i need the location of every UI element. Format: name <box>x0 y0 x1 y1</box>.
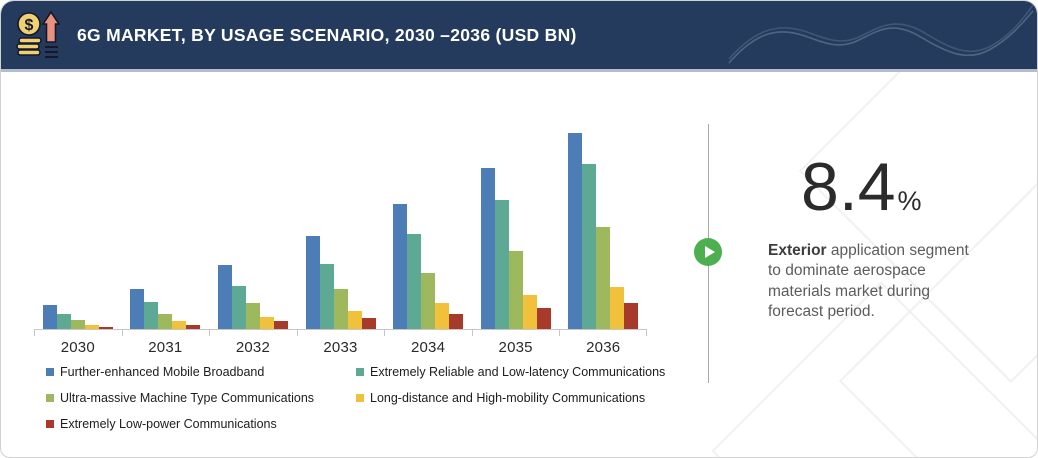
bar <box>42 305 57 329</box>
legend-label: Further-enhanced Mobile Broadband <box>60 365 265 379</box>
bar-group-2030 <box>42 305 113 329</box>
legend-label: Ultra-massive Machine Type Communication… <box>60 391 315 405</box>
legend-item: Extremely Low-power Communications <box>46 417 356 431</box>
x-axis-label: 2036 <box>586 339 621 356</box>
legend-label: Extremely Reliable and Low-latency Commu… <box>370 365 666 379</box>
legend-item: Ultra-massive Machine Type Communication… <box>46 391 356 405</box>
bar <box>319 264 334 329</box>
bar <box>449 314 464 329</box>
legend-swatch <box>46 368 54 376</box>
legend-swatch <box>356 394 364 402</box>
bar <box>217 265 232 329</box>
bar <box>186 324 201 329</box>
axis-tick <box>209 330 211 336</box>
bar-group-2035 <box>480 168 551 329</box>
bar <box>158 314 173 329</box>
bar <box>596 227 611 329</box>
wave-lines-icon <box>728 4 1034 64</box>
legend-swatch <box>46 420 54 428</box>
x-axis-label: 2033 <box>323 339 358 356</box>
bar <box>421 273 436 329</box>
legend-swatch <box>356 368 364 376</box>
x-axis-label: 2031 <box>148 339 183 356</box>
bar <box>144 302 159 329</box>
bar <box>435 303 450 329</box>
bar-group-2036 <box>568 133 639 329</box>
chart-title: 6G MARKET, BY USAGE SCENARIO, 2030 –2036… <box>77 24 577 45</box>
play-icon <box>704 246 715 258</box>
legend-item: Extremely Reliable and Low-latency Commu… <box>356 365 665 379</box>
bar <box>273 321 288 329</box>
header: $ 6G MARKET, BY USAGE SCENARIO, 2030 –20… <box>1 1 1037 72</box>
play-button[interactable] <box>694 238 722 266</box>
legend-item: Long-distance and High-mobility Communic… <box>356 391 665 405</box>
bar <box>347 311 362 329</box>
legend: Further-enhanced Mobile Broadband Extreme… <box>46 365 665 431</box>
bar-chart: 2030 2031 2032 2033 2034 2035 2036 Further-enh… <box>1 75 681 457</box>
bar <box>70 320 85 329</box>
bar <box>259 317 274 329</box>
bar <box>84 325 99 329</box>
x-axis-label: 2035 <box>498 339 533 356</box>
axis-tick <box>121 330 123 336</box>
svg-text:$: $ <box>25 17 34 34</box>
axis-tick <box>34 330 35 336</box>
bar <box>582 164 597 329</box>
bar <box>245 303 260 329</box>
x-axis-label: 2030 <box>60 339 95 356</box>
bar <box>305 236 320 329</box>
bar <box>480 168 495 329</box>
bar-group-2031 <box>130 289 201 329</box>
axis-tick <box>384 330 386 336</box>
bar <box>361 318 376 329</box>
bar <box>231 286 246 329</box>
bar-group-2032 <box>217 265 288 329</box>
bar <box>536 308 551 329</box>
money-growth-icon: $ <box>16 10 60 58</box>
legend-swatch <box>46 394 54 402</box>
plot-area: 2030 2031 2032 2033 2034 2035 2036 <box>34 130 647 356</box>
x-axis-label: 2034 <box>410 339 446 356</box>
bar <box>333 289 348 329</box>
header-decoration <box>725 1 1037 69</box>
legend-item: Further-enhanced Mobile Broadband <box>46 365 356 379</box>
bar <box>172 321 187 329</box>
legend-label: Extremely Low-power Communications <box>60 417 277 431</box>
axis-tick <box>471 330 473 336</box>
bar <box>568 133 583 329</box>
bar-group-2033 <box>305 236 376 329</box>
axis-tick <box>559 330 561 336</box>
bar <box>610 287 625 329</box>
bar <box>130 289 145 329</box>
bar <box>494 200 509 329</box>
bar <box>393 204 408 329</box>
axis-tick <box>646 330 647 336</box>
bar <box>56 314 71 329</box>
bar <box>407 234 422 329</box>
axis-tick <box>296 330 298 336</box>
bar <box>508 251 523 329</box>
bar-group-2034 <box>393 204 464 329</box>
bar <box>522 295 537 329</box>
stat-description-lead: Exterior <box>768 242 827 259</box>
legend-label: Long-distance and High-mobility Communic… <box>370 391 646 405</box>
bar <box>98 326 113 329</box>
x-axis-label: 2032 <box>235 339 270 356</box>
bar <box>624 303 639 329</box>
